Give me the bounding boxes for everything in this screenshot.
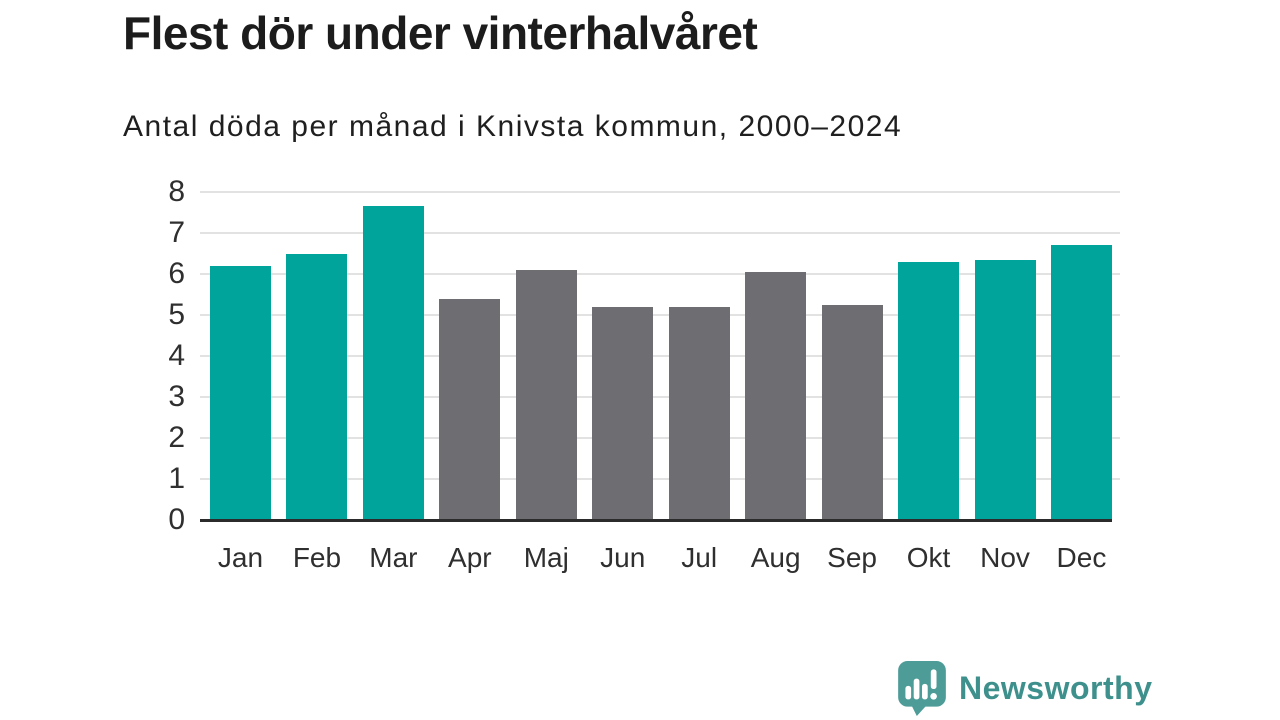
newsworthy-speech-bubble-chart-icon	[898, 661, 946, 716]
y-tick-label-4: 4	[168, 339, 185, 372]
bar-jan	[210, 265, 271, 519]
x-tick-label-jul: Jul	[681, 542, 718, 573]
x-tick-label-maj: Maj	[523, 542, 569, 573]
grid-line-y6	[200, 273, 1120, 275]
grid-line-y1	[200, 478, 1120, 480]
y-tick-label-2: 2	[168, 421, 185, 454]
x-tick-label-nov: Nov	[980, 542, 1030, 573]
y-tick-label-3: 3	[168, 380, 185, 413]
grid-line-y7	[200, 232, 1120, 234]
grid-line-y5	[200, 314, 1120, 316]
x-tick-label-jan: Jan	[217, 542, 264, 573]
bar-okt	[898, 261, 960, 519]
bar-apr	[439, 298, 501, 519]
bar-sep	[821, 304, 883, 519]
y-tick-label-5: 5	[168, 298, 185, 331]
bar-jul	[668, 306, 730, 519]
grid-line-y4	[200, 355, 1120, 357]
y-tick-label-1: 1	[168, 462, 185, 495]
grid-line-y3	[200, 396, 1120, 398]
y-tick-label-7: 7	[168, 216, 185, 249]
y-tick-label-0: 0	[168, 503, 185, 536]
bar-nov	[974, 259, 1036, 519]
chart-title: Flest dör under vinterhalvåret	[123, 7, 758, 59]
x-tick-label-sep: Sep	[827, 542, 877, 573]
x-tick-label-feb: Feb	[292, 542, 342, 573]
x-tick-label-okt: Okt	[906, 542, 951, 573]
y-tick-label-8: 8	[168, 175, 185, 208]
x-tick-label-mar: Mar	[369, 542, 418, 573]
y-tick-label-6: 6	[168, 257, 185, 290]
bar-feb	[286, 253, 348, 519]
grid-line-y8	[200, 191, 1120, 193]
bar-jun	[592, 306, 654, 519]
bar-maj	[515, 269, 577, 519]
x-tick-label-jun: Jun	[600, 542, 646, 573]
x-tick-label-dec: Dec	[1056, 542, 1107, 573]
newsworthy-logo: Newsworthy	[897, 660, 1152, 716]
bar-mar	[362, 206, 424, 519]
bar-aug	[745, 271, 807, 519]
bar-dec	[1050, 245, 1112, 519]
x-tick-label-aug: Aug	[750, 542, 801, 573]
grid-line-y2	[200, 437, 1120, 439]
x-axis-line	[200, 519, 1112, 522]
x-tick-label-apr: Apr	[448, 542, 492, 573]
chart-subtitle: Antal döda per månad i Knivsta kommun, 2…	[123, 110, 903, 143]
brand-name: Newsworthy	[959, 669, 1153, 706]
